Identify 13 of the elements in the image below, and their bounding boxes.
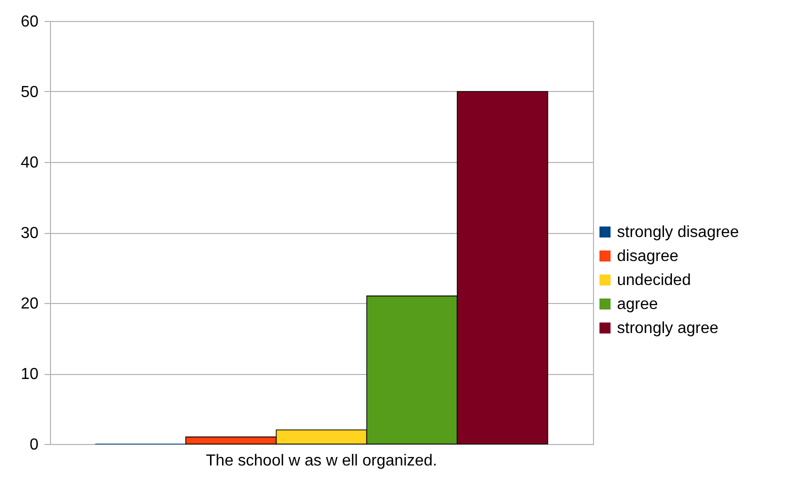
y-tick-label: 0 xyxy=(30,436,39,454)
legend-label: undecided xyxy=(617,272,691,289)
y-tick-label: 40 xyxy=(20,154,39,172)
x-tick-label: The school w as w ell organized. xyxy=(206,452,438,470)
y-tick-label: 30 xyxy=(20,225,39,242)
y-tick-label: 20 xyxy=(20,296,39,312)
y-tick-label: 50 xyxy=(20,84,39,101)
y-tick-label: 10 xyxy=(20,366,39,383)
legend-label: agree xyxy=(617,296,658,313)
legend-label: strongly agree xyxy=(617,320,718,337)
y-tick-label: 60 xyxy=(20,14,39,30)
legend-label: disagree xyxy=(617,248,678,265)
legend-label: strongly disagree xyxy=(617,224,739,241)
